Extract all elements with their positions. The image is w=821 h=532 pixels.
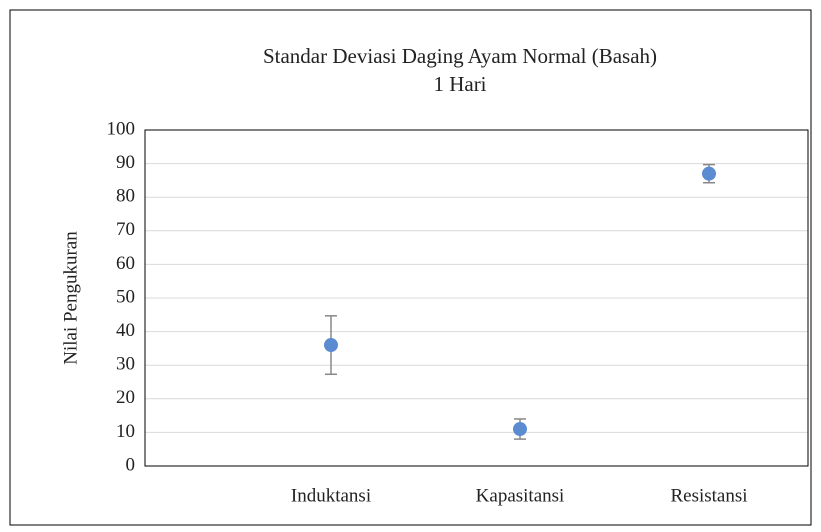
y-tick-label: 100	[107, 118, 136, 139]
chart-title: Standar Deviasi Daging Ayam Normal (Basa…	[263, 44, 657, 68]
x-tick-label: Resistansi	[670, 485, 747, 506]
chart-subtitle: 1 Hari	[433, 72, 486, 96]
plot-frame	[144, 129, 809, 467]
x-tick-label: Induktansi	[291, 485, 371, 506]
y-tick-label: 30	[116, 354, 135, 375]
x-tick-label: Kapasitansi	[476, 485, 565, 506]
y-tick-label: 20	[116, 387, 135, 408]
point	[324, 338, 338, 353]
chart-frame	[9, 9, 812, 526]
y-tick-label: 10	[116, 421, 135, 442]
y-tick-label: 90	[116, 152, 135, 173]
y-tick-label: 0	[126, 454, 136, 475]
y-tick-label: 50	[116, 286, 135, 307]
point	[513, 422, 527, 437]
y-tick-label: 80	[116, 186, 135, 207]
point	[702, 166, 716, 181]
y-axis-label: Nilai Pengukuran	[60, 231, 81, 365]
y-tick-label: 40	[116, 320, 135, 341]
y-tick-label: 70	[116, 219, 135, 240]
y-tick-label: 60	[116, 253, 135, 274]
